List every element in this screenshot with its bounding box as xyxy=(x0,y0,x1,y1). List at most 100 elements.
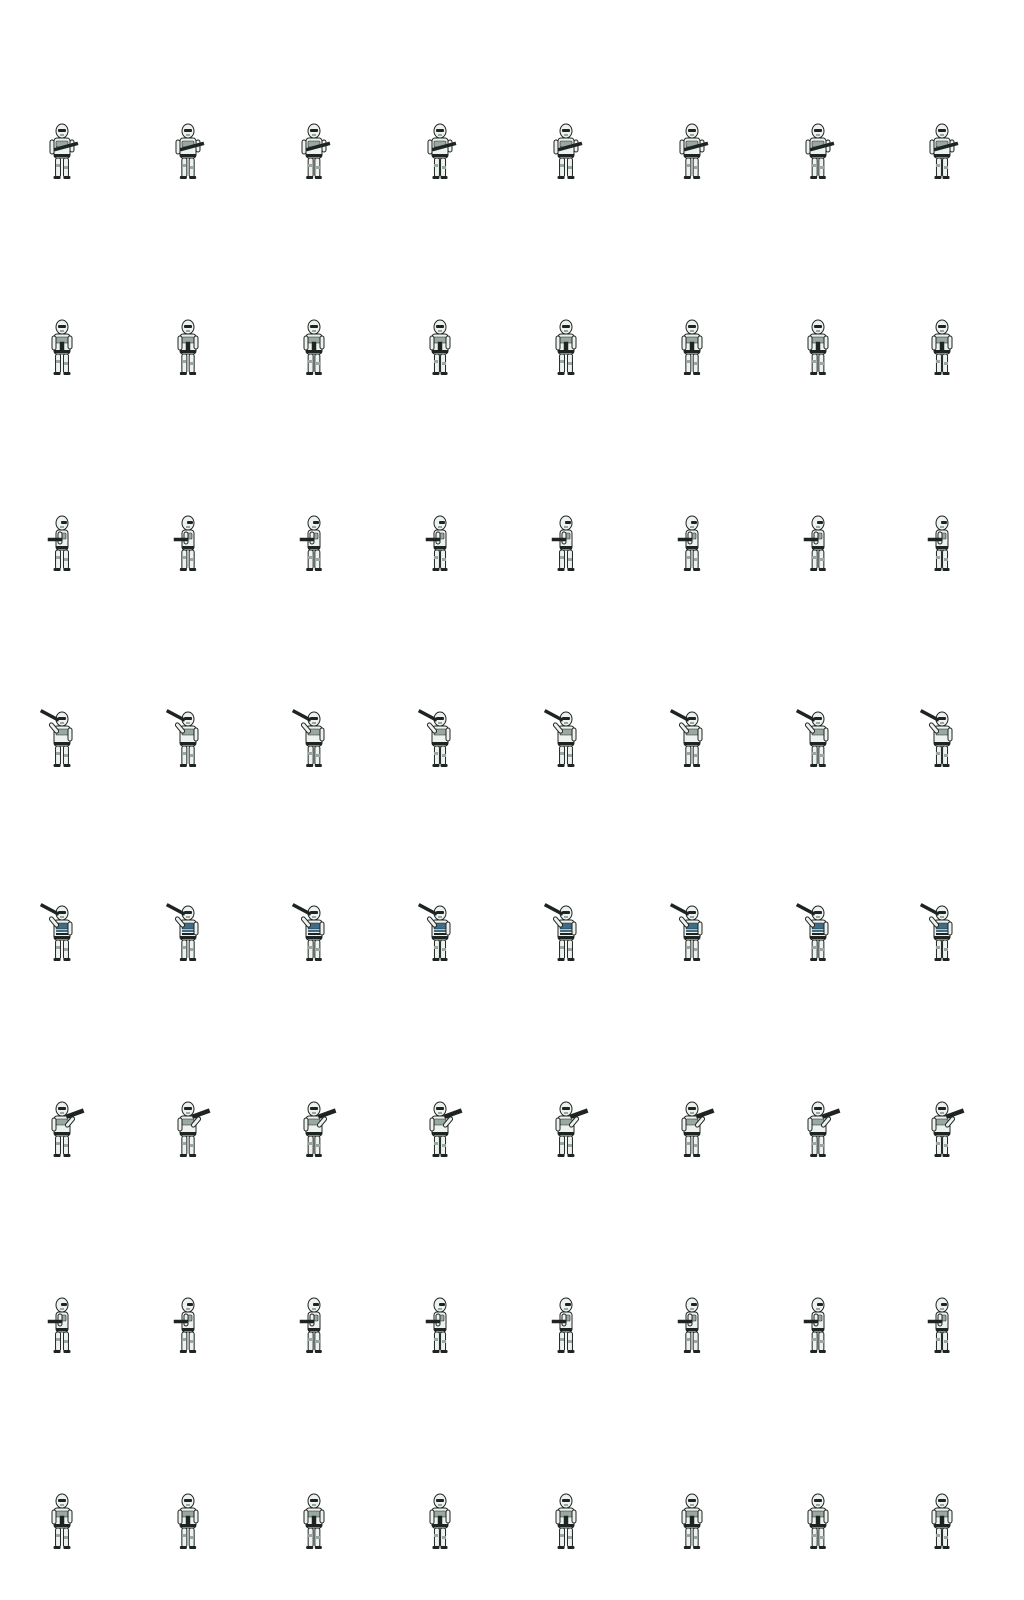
sprite-frame-idle-front-turn-1 xyxy=(38,316,86,380)
stormtrooper-sprite xyxy=(669,903,703,961)
stormtrooper-sprite xyxy=(795,709,829,767)
sprite-frame-side-walk-1 xyxy=(38,1294,86,1358)
sprite-frame-idle-front-5 xyxy=(542,120,590,184)
stormtrooper-sprite xyxy=(929,123,959,179)
stormtrooper-sprite xyxy=(425,1297,448,1353)
stormtrooper-sprite xyxy=(681,1101,715,1157)
sprite-frame-aim-forward-8 xyxy=(918,1098,966,1162)
sprite-frame-idle-front-turn-5 xyxy=(542,316,590,380)
sprite-frame-aim-up-3 xyxy=(290,708,338,772)
stormtrooper-sprite xyxy=(807,1101,841,1157)
sprite-frame-aim-forward-5 xyxy=(542,1098,590,1162)
sprite-frame-side-walk-7 xyxy=(794,1294,842,1358)
sprite-frame-side-aim-4 xyxy=(416,512,464,576)
sprite-frame-idle-front-turn-8 xyxy=(918,316,966,380)
sprite-frame-side-walk-5 xyxy=(542,1294,590,1358)
stormtrooper-sprite xyxy=(927,515,950,571)
sprite-frame-idle-front-3 xyxy=(290,120,338,184)
sprite-frame-aim-up-back-2 xyxy=(164,902,212,966)
stormtrooper-sprite xyxy=(803,515,826,571)
stormtrooper-sprite xyxy=(429,1101,463,1157)
stormtrooper-sprite xyxy=(165,709,199,767)
sprite-frame-aim-forward-4 xyxy=(416,1098,464,1162)
stormtrooper-sprite xyxy=(51,1493,73,1549)
sprite-frame-side-walk-4 xyxy=(416,1294,464,1358)
stormtrooper-sprite xyxy=(177,1493,199,1549)
sprite-frame-aim-up-back-4 xyxy=(416,902,464,966)
sprite-frame-side-walk-6 xyxy=(668,1294,716,1358)
sprite-frame-idle-front-7 xyxy=(794,120,842,184)
stormtrooper-sprite xyxy=(47,1297,71,1353)
sprite-frame-idle-front-2 xyxy=(164,120,212,184)
stormtrooper-sprite xyxy=(681,319,703,375)
stormtrooper-sprite xyxy=(425,515,448,571)
sprite-frame-side-aim-3 xyxy=(290,512,338,576)
stormtrooper-sprite xyxy=(177,1101,211,1157)
stormtrooper-sprite xyxy=(555,1493,577,1549)
stormtrooper-sprite xyxy=(543,709,577,767)
stormtrooper-sprite xyxy=(417,709,451,767)
sprite-frame-side-walk-3 xyxy=(290,1294,338,1358)
sprite-frame-aim-up-back-1 xyxy=(38,902,86,966)
stormtrooper-sprite xyxy=(803,1297,826,1353)
sprite-frame-idle-front-6 xyxy=(668,120,716,184)
sprite-frame-idle-back-1 xyxy=(38,1490,86,1554)
sprite-frame-aim-forward-6 xyxy=(668,1098,716,1162)
sprite-frame-aim-up-back-8 xyxy=(918,902,966,966)
stormtrooper-sprite xyxy=(303,1493,325,1549)
sprite-frame-idle-front-turn-3 xyxy=(290,316,338,380)
stormtrooper-sprite xyxy=(303,319,325,375)
stormtrooper-sprite xyxy=(931,1101,965,1157)
stormtrooper-sprite xyxy=(301,123,331,179)
stormtrooper-sprite xyxy=(299,1297,322,1353)
sprite-frame-aim-up-back-5 xyxy=(542,902,590,966)
sprite-frame-idle-back-3 xyxy=(290,1490,338,1554)
sprite-frame-side-aim-2 xyxy=(164,512,212,576)
sprite-frame-aim-up-7 xyxy=(794,708,842,772)
stormtrooper-sprite xyxy=(551,515,575,571)
sprite-frame-side-aim-6 xyxy=(668,512,716,576)
stormtrooper-sprite xyxy=(303,1101,337,1157)
stormtrooper-sprite xyxy=(795,903,829,961)
stormtrooper-sprite xyxy=(919,903,953,961)
sprite-frame-aim-up-1 xyxy=(38,708,86,772)
sprite-frame-aim-up-5 xyxy=(542,708,590,772)
stormtrooper-sprite xyxy=(49,123,79,179)
sprite-frame-aim-forward-2 xyxy=(164,1098,212,1162)
stormtrooper-sprite xyxy=(39,709,73,767)
sprite-frame-side-aim-1 xyxy=(38,512,86,576)
sprite-frame-idle-front-8 xyxy=(918,120,966,184)
stormtrooper-sprite xyxy=(427,123,457,179)
stormtrooper-sprite xyxy=(551,1297,575,1353)
sprite-frame-aim-forward-1 xyxy=(38,1098,86,1162)
stormtrooper-sprite xyxy=(679,123,709,179)
stormtrooper-sprite xyxy=(51,319,73,375)
stormtrooper-sprite xyxy=(807,1493,829,1549)
sprite-frame-idle-back-2 xyxy=(164,1490,212,1554)
sprite-frame-aim-up-6 xyxy=(668,708,716,772)
stormtrooper-sprite xyxy=(555,319,577,375)
sprite-frame-side-aim-5 xyxy=(542,512,590,576)
stormtrooper-sprite xyxy=(165,903,199,961)
sprite-frame-idle-back-4 xyxy=(416,1490,464,1554)
sprite-frame-aim-up-4 xyxy=(416,708,464,772)
stormtrooper-sprite xyxy=(677,515,701,571)
stormtrooper-sprite xyxy=(299,515,322,571)
sprite-frame-aim-forward-7 xyxy=(794,1098,842,1162)
sprite-frame-idle-front-turn-4 xyxy=(416,316,464,380)
stormtrooper-sprite xyxy=(927,1297,950,1353)
stormtrooper-sprite xyxy=(681,1493,703,1549)
stormtrooper-sprite xyxy=(931,1493,953,1549)
sprite-frame-aim-up-2 xyxy=(164,708,212,772)
sprite-frame-aim-up-back-3 xyxy=(290,902,338,966)
sprite-frame-aim-forward-3 xyxy=(290,1098,338,1162)
stormtrooper-sprite xyxy=(669,709,703,767)
sprite-frame-side-aim-8 xyxy=(918,512,966,576)
stormtrooper-sprite xyxy=(543,903,577,961)
stormtrooper-sprite xyxy=(919,709,953,767)
stormtrooper-sprite xyxy=(47,515,71,571)
stormtrooper-sprite xyxy=(417,903,451,961)
sprite-frame-idle-back-7 xyxy=(794,1490,842,1554)
stormtrooper-sprite xyxy=(177,319,199,375)
